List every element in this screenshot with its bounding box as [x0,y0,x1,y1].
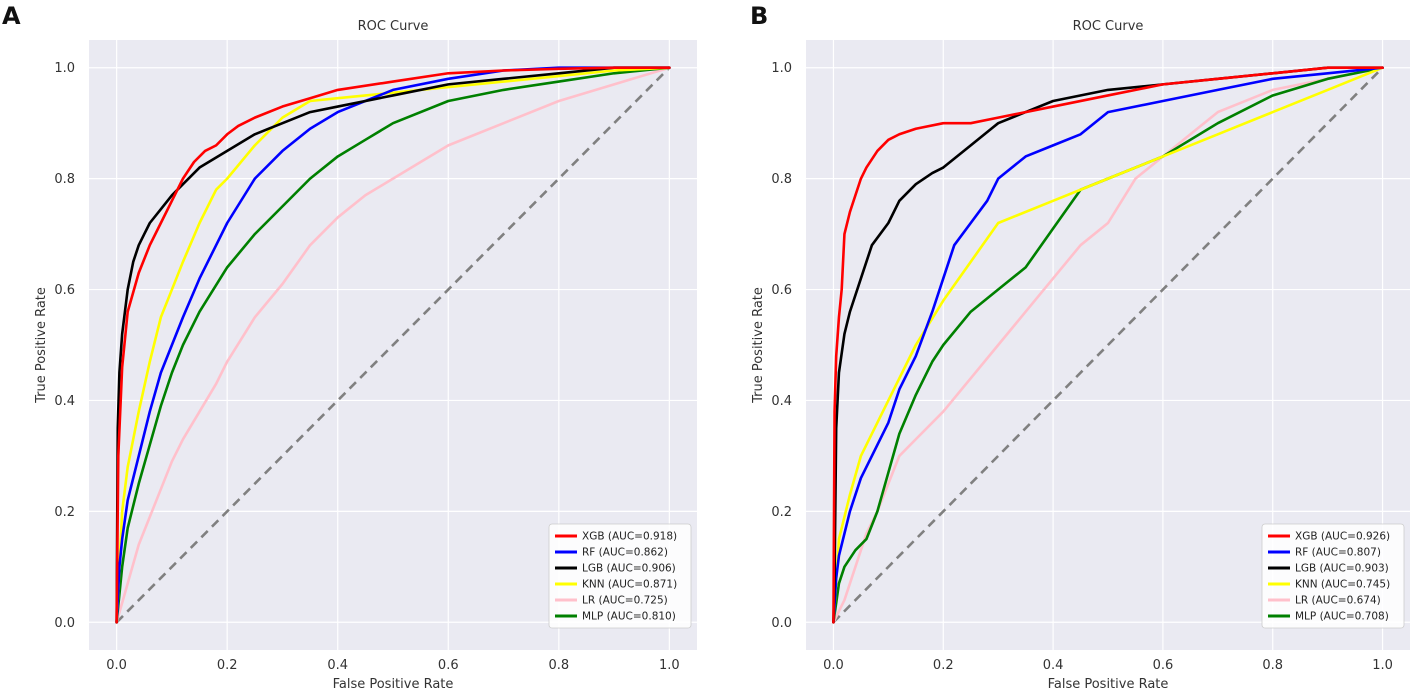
series-line-lr [115,66,671,624]
x-tick-label: 0.4 [327,658,348,673]
series-line-knn [115,66,671,624]
x-tick-label: 0.8 [548,658,569,673]
y-tick-label: 1.0 [771,61,792,76]
y-tick-label: 0.4 [771,394,792,409]
y-tick-label: 0.6 [54,283,75,298]
legend-label-mlp: MLP (AUC=0.810) [582,611,676,623]
legend [548,523,692,629]
diagonal-reference-line [115,66,671,624]
y-tick-label: 0.8 [54,172,75,187]
legend-label-mlp: MLP (AUC=0.708) [1295,611,1389,623]
series-line-mlp [115,66,671,624]
x-tick-label: 0.2 [217,658,238,673]
series-line-xgb [115,66,671,624]
y-tick-label: 0.2 [771,505,792,520]
chart-title: ROC Curve [358,19,429,34]
x-axis-label: False Positive Rate [333,677,454,692]
series-line-xgb [832,66,1384,624]
y-tick-label: 1.0 [54,61,75,76]
legend-label-lgb: LGB (AUC=0.906) [582,563,676,575]
x-tick-label: 1.0 [1372,658,1393,673]
panel-letter-a: A [2,2,21,30]
y-tick-label: 0.8 [771,172,792,187]
y-axis-label: True Positive Rate [34,287,49,404]
x-tick-label: 0.0 [106,658,127,673]
legend-label-lgb: LGB (AUC=0.903) [1295,563,1389,575]
legend-label-knn: KNN (AUC=0.871) [582,579,677,591]
series-line-knn [832,66,1384,624]
x-tick-label: 0.0 [823,658,844,673]
series-line-lgb [115,66,671,624]
legend-label-lr: LR (AUC=0.674) [1295,595,1381,607]
roc-chart-b: 0.0 0.2 0.4 0.6 0.8 1.0 0.0 0.2 0.4 0.6 0.8 1.0 ROC … [751,19,1410,692]
y-tick-label: 0.4 [54,394,75,409]
y-tick-label: 0.6 [771,283,792,298]
x-tick-label: 0.6 [438,658,459,673]
x-tick-label: 1.0 [659,658,680,673]
y-tick-label: 0.0 [54,616,75,631]
x-tick-label: 0.2 [933,658,954,673]
x-tick-label: 0.8 [1262,658,1283,673]
panel-letter-b: B [750,2,768,30]
roc-chart-a: 0.0 0.2 0.4 0.6 0.8 1.0 0.0 0.2 0.4 0.6 0.8 1.0 ROC … [34,19,697,692]
legend-label-xgb: XGB (AUC=0.926) [1295,531,1390,543]
legend-label-knn: KNN (AUC=0.745) [1295,579,1390,591]
y-axis-label: True Positive Rate [751,287,766,404]
series-line-mlp [832,66,1384,624]
chart-title: ROC Curve [1073,19,1144,34]
x-axis-label: False Positive Rate [1048,677,1169,692]
y-tick-label: 0.0 [771,616,792,631]
y-tick-label: 0.2 [54,505,75,520]
x-tick-label: 0.6 [1153,658,1174,673]
legend-label-lr: LR (AUC=0.725) [582,595,668,607]
x-tick-label: 0.4 [1043,658,1064,673]
series-line-rf [115,66,671,624]
legend [1261,523,1405,629]
diagonal-reference-line [832,66,1384,624]
legend-label-xgb: XGB (AUC=0.918) [582,531,677,543]
legend-label-rf: RF (AUC=0.807) [1295,547,1381,559]
legend-label-rf: RF (AUC=0.862) [582,547,668,559]
series-line-rf [832,66,1384,624]
